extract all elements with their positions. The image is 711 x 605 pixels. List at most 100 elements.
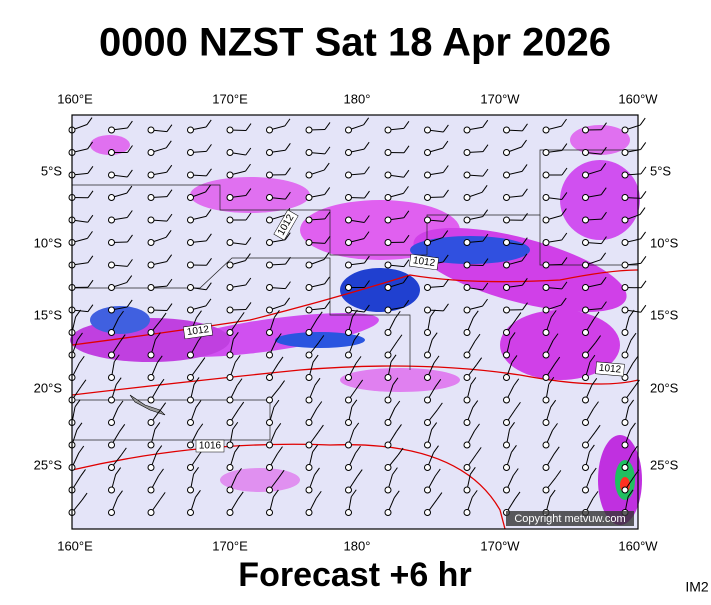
barb-station [464,285,470,291]
barb-station [148,240,154,246]
barb-station [504,195,510,201]
barb-station [464,442,470,448]
barb-station [543,150,549,156]
barb-station [227,150,233,156]
barb-flag [641,281,646,288]
barb-station [148,285,154,291]
barb-station [109,352,115,358]
barb-station [227,510,233,516]
barb-station [306,330,312,336]
barb-station [188,420,194,426]
barb-station [188,487,194,493]
barb-station [504,285,510,291]
barb-station [385,307,391,313]
barb-station [583,217,589,223]
barb-station [227,285,233,291]
barb-station [425,352,431,358]
barb-station [425,150,431,156]
barb-station [306,262,312,268]
barb-station [622,330,628,336]
barb-station [504,240,510,246]
barb-station [504,352,510,358]
lon-label: 160°E [57,91,93,106]
barb-station [267,465,273,471]
caption: Forecast +6 hr [238,556,471,594]
barb-station [188,172,194,178]
barb-station [306,307,312,313]
barb-station [109,330,115,336]
barb-station [267,442,273,448]
barb-station [385,330,391,336]
barb-station [148,487,154,493]
barb-flag [641,142,646,149]
barb-station [583,375,589,381]
barb-flag [640,208,645,215]
barb-station [267,240,273,246]
barb-station [267,330,273,336]
barb-station [267,262,273,268]
barb-station [622,352,628,358]
barb-station [504,127,510,133]
barb-station [306,195,312,201]
barb-station [464,352,470,358]
barb-station [267,217,273,223]
barb-station [109,307,115,313]
barb-station [425,510,431,516]
barb-station [188,397,194,403]
barb-station [464,240,470,246]
barb-station [109,420,115,426]
barb-station [227,262,233,268]
barb-station [148,150,154,156]
isobar-label: 1012 [596,362,625,376]
barb-station [267,285,273,291]
barb-station [188,510,194,516]
lon-label: 170°E [212,91,248,106]
barb-station [227,307,233,313]
barb-station [543,127,549,133]
barb-station [306,442,312,448]
barb-station [109,442,115,448]
barb-station [227,487,233,493]
isobar-label-text: 1016 [199,441,222,452]
barb-station [346,330,352,336]
barb-station [464,330,470,336]
barb-station [188,240,194,246]
barb-station [306,150,312,156]
barb-station [385,375,391,381]
barb-station [385,262,391,268]
barb-station [109,217,115,223]
barb-station [543,285,549,291]
barb-station [346,240,352,246]
barb-station [109,285,115,291]
barb-station [346,307,352,313]
barb-station [543,262,549,268]
barb-station [385,352,391,358]
barb-station [464,465,470,471]
barb-station [583,240,589,246]
barb-station [346,217,352,223]
barb-station [543,375,549,381]
barb-station [583,420,589,426]
barb-station [109,127,115,133]
lon-label: 170°E [212,538,248,553]
lat-label: 15°S [650,307,679,322]
barb-station [188,127,194,133]
barb-station [306,420,312,426]
barb-station [504,330,510,336]
barb-station [543,307,549,313]
barb-station [227,352,233,358]
barb-station [583,442,589,448]
barb-station [504,307,510,313]
barb-flag [641,256,646,263]
lon-label: 180° [344,538,371,553]
barb-station [227,195,233,201]
barb-station [109,397,115,403]
barb-station [543,465,549,471]
barb-station [346,510,352,516]
barb-station [306,172,312,178]
barb-station [464,397,470,403]
barb-station [504,172,510,178]
barb-station [425,487,431,493]
barb-station [622,442,628,448]
